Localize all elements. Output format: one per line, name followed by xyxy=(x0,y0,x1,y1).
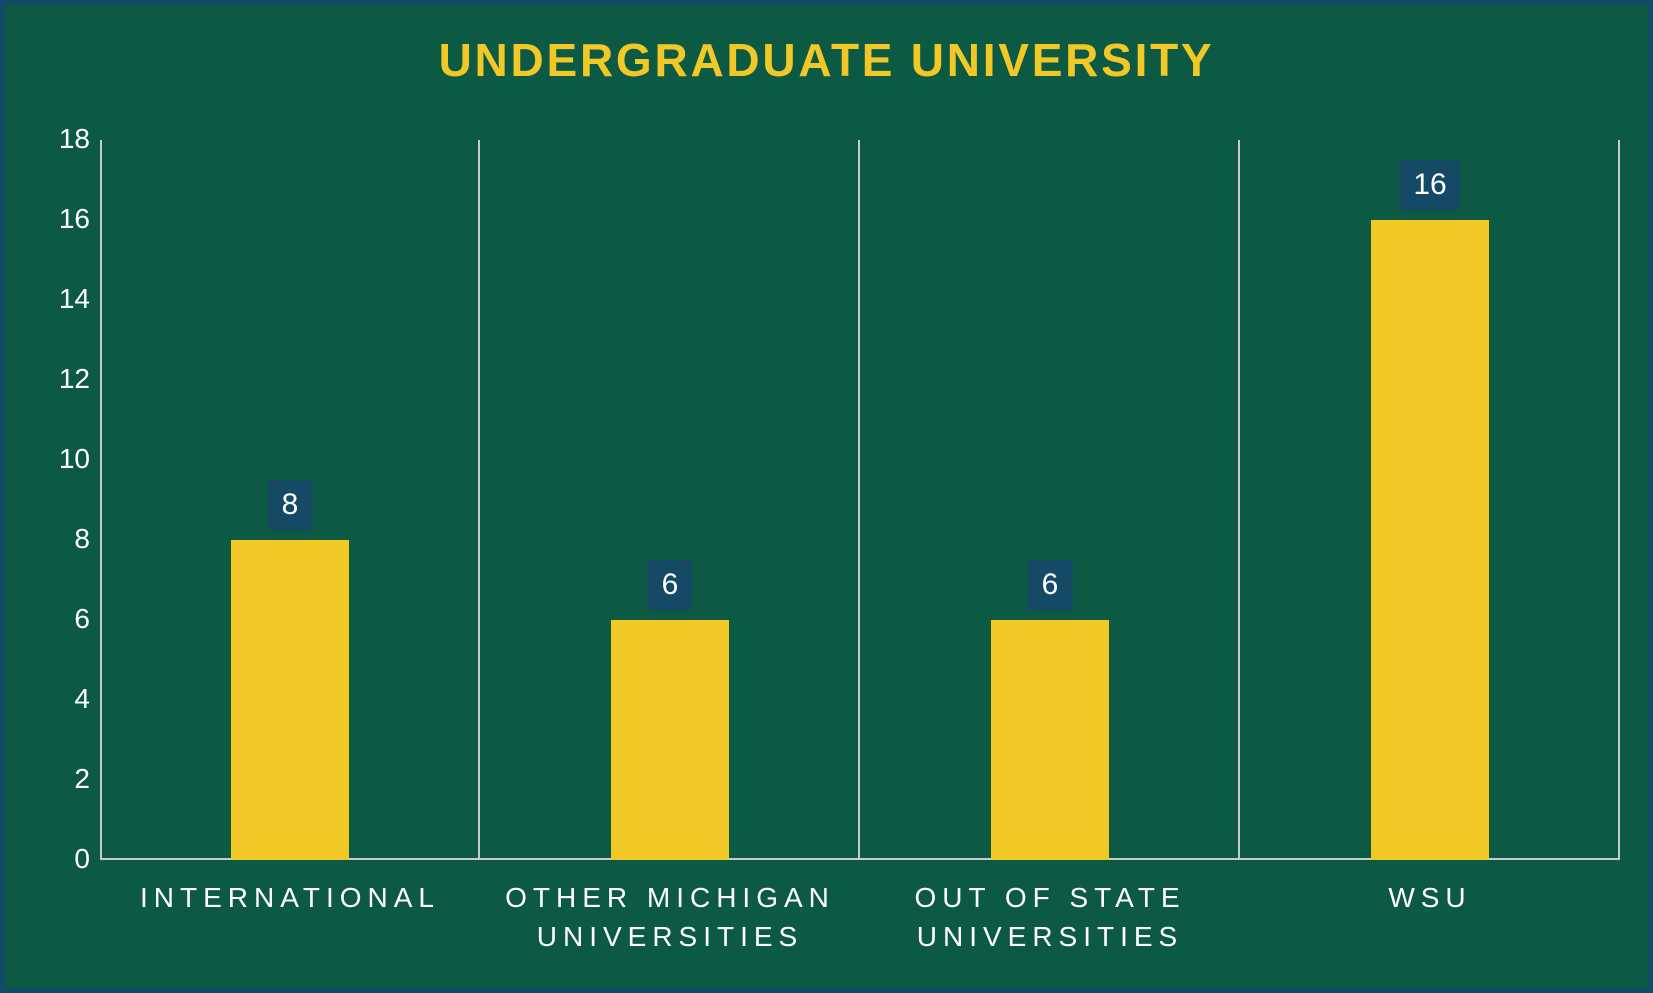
grid-line xyxy=(478,140,480,860)
grid-line xyxy=(1618,140,1620,860)
y-tick-label: 16 xyxy=(30,203,90,235)
value-badge: 6 xyxy=(1028,560,1073,610)
y-tick-label: 2 xyxy=(30,763,90,795)
grid-line xyxy=(858,140,860,860)
category-label: WSU xyxy=(1246,878,1614,917)
chart-frame: UNDERGRADUATE UNIVERSITY 8 6 6 16 0 2 4 6 8 10 12 14… xyxy=(0,0,1653,993)
y-tick-label: 0 xyxy=(30,843,90,875)
value-badge: 16 xyxy=(1399,160,1460,210)
category-label: OTHER MICHIGAN UNIVERSITIES xyxy=(486,878,854,956)
category-label: INTERNATIONAL xyxy=(106,878,474,917)
plot-area: 8 6 6 16 xyxy=(100,140,1620,860)
value-badge: 8 xyxy=(268,480,313,530)
y-tick-label: 8 xyxy=(30,523,90,555)
y-tick-label: 18 xyxy=(30,123,90,155)
y-tick-label: 10 xyxy=(30,443,90,475)
y-tick-label: 12 xyxy=(30,363,90,395)
bar xyxy=(231,540,349,860)
y-axis-line xyxy=(100,140,102,860)
y-tick-label: 4 xyxy=(30,683,90,715)
y-tick-label: 6 xyxy=(30,603,90,635)
bar xyxy=(1371,220,1489,860)
y-tick-label: 14 xyxy=(30,283,90,315)
grid-line xyxy=(1238,140,1240,860)
value-badge: 6 xyxy=(648,560,693,610)
bar xyxy=(991,620,1109,860)
bar xyxy=(611,620,729,860)
category-label: OUT OF STATE UNIVERSITIES xyxy=(866,878,1234,956)
chart-title: UNDERGRADUATE UNIVERSITY xyxy=(5,33,1648,87)
